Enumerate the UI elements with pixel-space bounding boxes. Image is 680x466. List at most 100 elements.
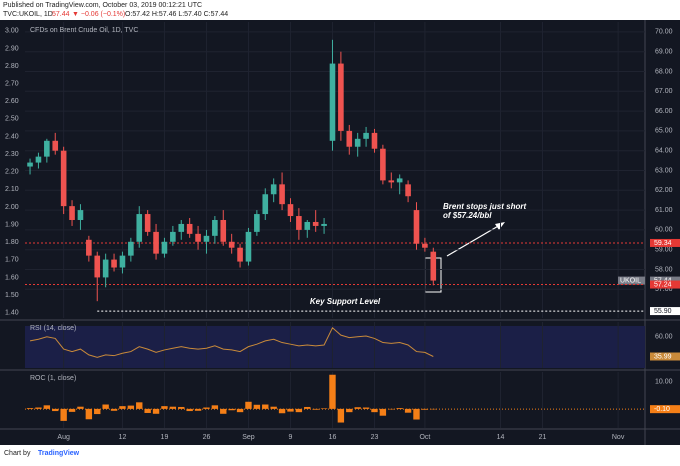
candle-body [346,130,353,147]
roc-bar [362,407,370,409]
value-tag [650,352,680,361]
roc-bar [186,408,193,412]
candle-body [413,210,420,244]
x-tick-label: 26 [203,434,211,441]
y-tick-label: 2.80 [5,63,19,70]
y2-tick-label: 10.00 [655,378,673,385]
y2-tick-label: 66.00 [655,108,673,115]
candle-body [380,148,386,181]
footer-brand: TradingView [38,450,80,457]
candle-body [304,221,311,230]
roc-bar [245,401,252,409]
candle-body [203,235,210,242]
candle-body [60,150,67,207]
roc-bar [312,408,319,410]
y-tick-label: 1.70 [5,257,19,264]
y-tick-label: 2.90 [5,45,19,52]
x-tick-label: 12 [119,434,127,441]
arrow-head [495,222,505,230]
annotation: Key Support Level [310,297,381,306]
roc-bar [26,408,34,409]
candle-body [396,178,403,183]
y2-tick-label: 58.00 [655,266,673,273]
roc-bar [228,408,235,411]
roc-bar [354,407,361,409]
x-tick-label: 19 [161,434,169,441]
x-tick-label: 14 [497,434,505,441]
y2-tick-label: 65.00 [655,128,673,135]
candle-body [44,140,50,157]
candle-body [119,255,126,268]
candle-body [279,184,285,205]
roc-bar [270,406,277,409]
x-tick-label: Sep [242,434,255,441]
roc-bar [35,407,42,409]
candle-body [430,251,437,281]
price-tag-label: 59.34 [654,240,672,247]
annotation: Brent stops just short [443,202,526,211]
candle-body [321,223,327,226]
y2-tick-label: 63.00 [655,167,673,174]
roc-bar [119,406,126,409]
candle-body [27,162,33,167]
candle-body [296,216,302,230]
x-tick-label: 23 [371,434,379,441]
roc-bar [287,408,294,412]
y-tick-label: 2.30 [5,151,19,158]
candle-body [195,233,201,242]
roc-bar [178,406,185,409]
x-tick-label: 9 [289,434,293,441]
y2-tick-label: 64.00 [655,148,673,155]
pane-title: ROC (1, close) [30,375,76,382]
value-tag-label: 35.99 [654,353,672,360]
y-tick-label: 2.70 [5,81,19,88]
roc-bar [144,408,151,413]
candle-body [422,243,428,248]
published: Published on TradingView.com, October 03… [3,2,202,9]
rsi-band [25,326,645,368]
candle-body [35,156,42,163]
roc-bar [68,408,76,412]
y2-tick-label: 61.00 [655,207,673,214]
candle-body [270,184,277,195]
x-tick-label: Aug [57,434,70,441]
roc-bar [43,405,51,409]
candle-body [186,223,193,234]
symbol: TVC:UKOIL, 1D [3,11,53,18]
y2-tick-label: 67.00 [655,88,673,95]
candle-body [52,140,59,151]
candle-body [287,204,294,217]
candle-body [405,184,411,197]
y-tick-label: 2.50 [5,116,19,123]
roc-bar [127,405,135,409]
candle-body [388,180,395,183]
pane-title: CFDs on Brent Crude Oil, 1D, TVC [30,27,138,34]
roc-bar [404,408,412,413]
roc-bar [320,408,328,409]
x-tick-label: 16 [329,434,337,441]
ohlc: O:57.42 H:57.46 L:57.40 C:57.44 [125,11,228,18]
symbol-tag [618,276,645,285]
y-tick-label: 1.50 [5,292,19,299]
roc-bar [169,406,177,409]
roc-bar [396,408,403,409]
roc-bar [413,408,420,420]
y-tick-label: 1.60 [5,274,19,281]
rsi-line [29,326,434,358]
roc-bar [379,408,387,416]
roc-bar [77,406,84,409]
candle-body [262,194,269,215]
y2-tick-label: 60.00 [655,227,673,234]
y2-tick-label: 62.00 [655,187,673,194]
chart-layer: Aug 12 19 26 Sep 9 16 23 Oct 14 21 Nov 57.00 58.00 59.… [5,22,680,441]
y2-tick-label: 57.00 [655,286,673,293]
y2-tick-label: 70.00 [655,29,673,36]
roc-bar [60,408,67,421]
y-tick-label: 2.40 [5,133,19,140]
change: ▼ −0.06 (−0.1%) [72,11,125,18]
price-tag-label: 57.24 [654,281,672,288]
roc-bar [136,402,143,409]
header-bar [0,0,680,20]
y-tick-label: 2.10 [5,186,19,193]
